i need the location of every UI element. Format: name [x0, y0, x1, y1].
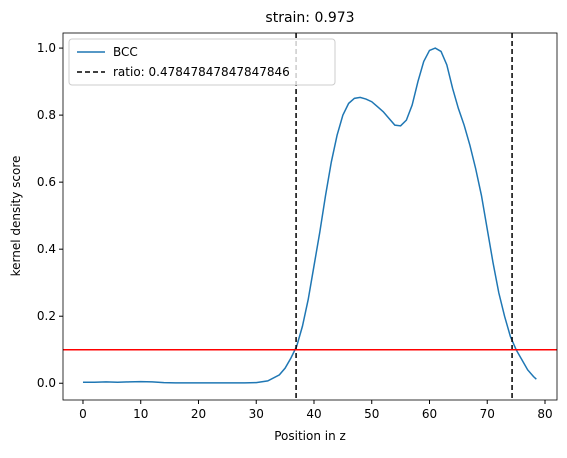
y-tick-label: 0.6: [37, 175, 56, 189]
axes-frame: [62, 32, 558, 401]
x-tick-label: 60: [422, 407, 437, 421]
y-tick-label: 0.0: [37, 376, 56, 390]
x-tick-label: 0: [79, 407, 87, 421]
x-tick-label: 40: [306, 407, 321, 421]
x-tick-label: 80: [537, 407, 552, 421]
chart-title: strain: 0.973: [265, 10, 354, 26]
x-axis-label: Position in z: [274, 429, 346, 443]
x-tick-label: 30: [249, 407, 264, 421]
x-tick-label: 10: [133, 407, 148, 421]
legend-box: [68, 38, 336, 86]
y-axis-label: kernel density score: [9, 156, 23, 277]
legend-label: ratio: 0.47847847847847846: [113, 65, 290, 79]
x-tick-label: 70: [480, 407, 495, 421]
y-tick-label: 0.8: [37, 108, 56, 122]
y-tick-label: 0.2: [37, 309, 56, 323]
y-tick-label: 0.4: [37, 242, 56, 256]
x-tick-label: 50: [364, 407, 379, 421]
line: [82, 47, 537, 384]
y-tick-label: 1.0: [37, 41, 56, 55]
x-tick-label: 20: [191, 407, 206, 421]
legend-label: BCC: [113, 45, 138, 59]
